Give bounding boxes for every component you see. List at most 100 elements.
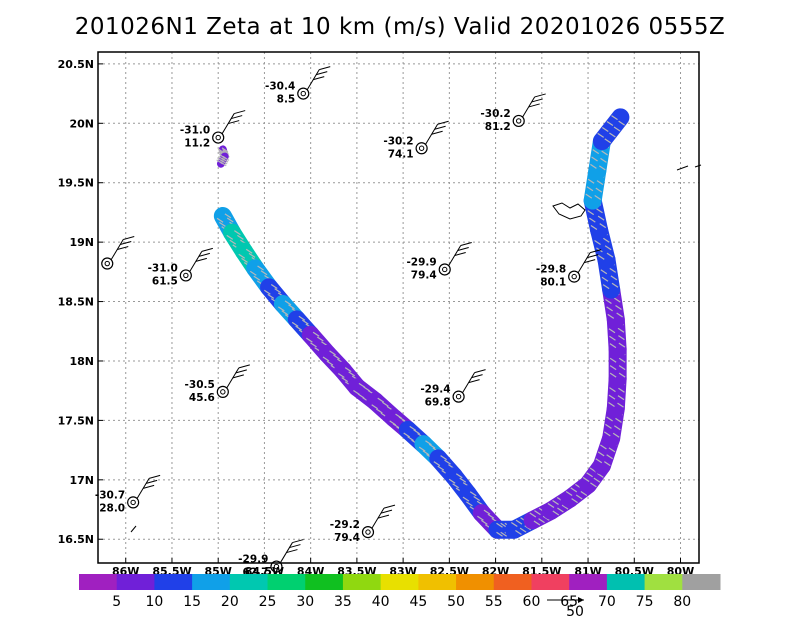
- colorbar-label: 15: [183, 594, 201, 610]
- colorbar-swatch: [342, 574, 382, 590]
- wind-arrow: [594, 239, 601, 245]
- y-tick-label: 18.5N: [58, 296, 94, 309]
- colorbar-swatch: [418, 574, 457, 590]
- wind-arrow: [519, 527, 527, 533]
- wind-arrow: [602, 284, 610, 290]
- station-marker-inner: [183, 272, 189, 279]
- wind-arrow: [538, 518, 545, 524]
- colorbar-label: 65: [560, 594, 578, 610]
- wind-arrow: [216, 217, 224, 223]
- plot-frame: [97, 51, 700, 564]
- station-marker-inner: [571, 273, 577, 280]
- station-value-bottom: 80.1: [540, 277, 566, 289]
- colorbar-swatch: [267, 574, 306, 590]
- station-marker: [212, 131, 225, 144]
- colorbar-swatch: [493, 574, 532, 590]
- wind-arrow: [614, 425, 621, 431]
- station-value-bottom: 74.1: [388, 148, 414, 160]
- colorbar-label: 40: [372, 594, 390, 610]
- reference-arrow-label: 50: [566, 604, 584, 618]
- wind-barb-flag: [590, 249, 602, 254]
- wind-arrow: [604, 245, 612, 251]
- wind-arrow: [614, 297, 621, 303]
- wind-arrow: [597, 451, 605, 457]
- colorbar-label: 70: [598, 594, 616, 610]
- colorbar-swatch: [116, 574, 155, 590]
- station-value-top: -30.7: [95, 489, 125, 501]
- colorbar-label: 50: [447, 594, 465, 610]
- wind-arrow: [452, 483, 459, 489]
- station-value-top: -30.5: [185, 379, 215, 391]
- wind-barb-flag: [528, 103, 540, 108]
- wind-arrow: [444, 459, 451, 465]
- station-value-top: -29.4: [420, 384, 450, 396]
- wind-arrow: [455, 473, 463, 479]
- wind-arrow: [277, 306, 285, 312]
- wind-arrow: [617, 402, 624, 408]
- wind-arrow: [433, 461, 441, 467]
- wind-arrow: [592, 149, 600, 155]
- wind-arrow: [260, 270, 268, 276]
- wind-arrow: [466, 501, 473, 507]
- wind-arrow: [587, 178, 595, 184]
- wind-barb-flag: [123, 236, 135, 241]
- wind-arrow: [413, 429, 420, 435]
- wind-arrow: [618, 335, 625, 341]
- wind-barb-flag: [228, 120, 240, 125]
- y-tick-label: 19.5N: [58, 177, 94, 190]
- wind-arrow: [609, 343, 617, 349]
- wind-arrow: [219, 221, 226, 227]
- wind-arrow: [597, 215, 605, 221]
- wind-arrow: [245, 248, 253, 254]
- wind-arrow: [257, 265, 264, 271]
- station-marker-inner: [365, 529, 371, 535]
- wind-arrow: [448, 478, 456, 484]
- colorbar-swatch: [606, 574, 646, 590]
- station-value-top: -31.0: [148, 262, 178, 274]
- station-marker: [127, 496, 140, 509]
- wind-arrow: [552, 499, 559, 505]
- wind-arrow: [552, 510, 560, 516]
- wind-arrow: [409, 425, 417, 431]
- wind-arrow: [604, 138, 612, 144]
- wind-arrow: [612, 432, 620, 438]
- station-marker: [512, 114, 525, 128]
- wind-barb-flag: [286, 549, 298, 554]
- wind-barb-flag: [117, 246, 129, 251]
- colorbar-swatch: [79, 574, 118, 590]
- station-value-bottom: 28.0: [99, 502, 125, 514]
- wind-arrow: [341, 377, 349, 383]
- station-value-top: -30.4: [265, 81, 295, 93]
- wind-barb-flag: [474, 369, 486, 374]
- colorbar-swatch: [229, 574, 269, 590]
- wind-arrow: [595, 187, 603, 193]
- wind-arrow: [590, 482, 597, 488]
- wind-arrow: [326, 360, 334, 366]
- colorbar-swatch: [192, 574, 231, 590]
- wind-arrow: [462, 496, 470, 502]
- wind-arrow: [333, 354, 340, 360]
- wind-arrow: [600, 269, 608, 275]
- station-marker-inner: [300, 90, 306, 97]
- wind-arrow: [281, 310, 289, 316]
- wind-barb-flag: [316, 71, 328, 76]
- wind-arrow: [618, 342, 626, 348]
- wind-arrow: [270, 283, 278, 289]
- coastline: [130, 164, 702, 533]
- wind-arrow: [597, 132, 605, 138]
- wind-arrow: [375, 408, 383, 414]
- wind-arrow: [598, 165, 606, 171]
- colorbar-label: 10: [145, 594, 163, 610]
- y-tick-label: 20N: [69, 117, 94, 130]
- station-marker: [415, 142, 428, 155]
- wind-barb-flag: [234, 110, 246, 115]
- station-marker: [452, 390, 465, 403]
- station-value-top: -30.2: [480, 108, 510, 120]
- wind-arrow: [515, 530, 522, 536]
- wind-barb-flag: [383, 504, 396, 509]
- y-tick-label: 20.5N: [58, 58, 94, 71]
- wind-barb-flag: [201, 247, 213, 252]
- wind-arrow: [606, 416, 613, 422]
- wind-arrow: [219, 161, 227, 167]
- station-marker: [361, 526, 375, 539]
